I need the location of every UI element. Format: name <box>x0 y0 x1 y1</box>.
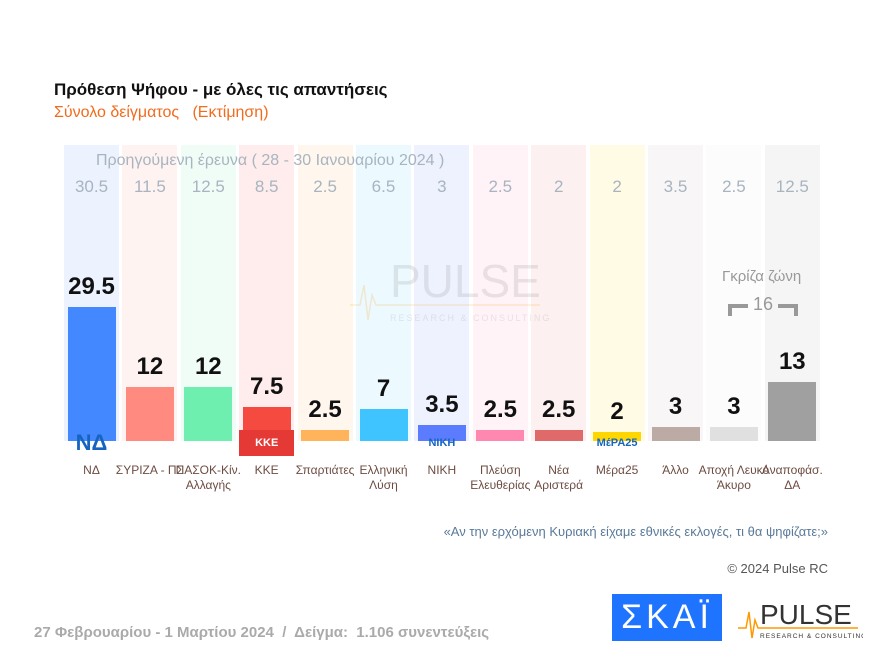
category-label: Αναποφάσ. ΔΑ <box>761 463 823 492</box>
party-logo: ΝΙΚΗ <box>428 437 456 449</box>
previous-survey-label: Προηγούμενη έρευνα ( 28 - 30 Ιανουαρίου … <box>96 152 445 169</box>
value-label: 2.5 <box>542 395 576 423</box>
copyright: © 2024 Pulse RC <box>727 561 828 576</box>
previous-value-label: 3 <box>437 177 447 196</box>
svg-text:PULSE: PULSE <box>760 599 852 630</box>
category-label: Ελληνική Λύση <box>359 463 408 492</box>
bar <box>709 427 758 441</box>
survey-footer: 27 Φεβρουαρίου - 1 Μαρτίου 2024 / Δείγμα… <box>34 624 490 641</box>
survey-question: «Αν την ερχόμενη Κυριακή είχαμε εθνικές … <box>443 524 828 539</box>
category-label: Αποχή Λευκό Άκυρο <box>698 463 770 492</box>
bar <box>301 429 350 441</box>
bar <box>125 386 174 441</box>
column-background <box>472 145 528 441</box>
category-label: Πλεύση Ελευθερίας <box>470 463 531 492</box>
party-logo: ΚΚΕ <box>239 430 295 456</box>
column-background <box>589 145 645 441</box>
previous-value-label: 8.5 <box>254 177 279 196</box>
value-label: 3 <box>727 393 741 421</box>
value-label: 7 <box>376 375 391 403</box>
category-label: ΝΔ <box>83 463 100 477</box>
svg-text:RESEARCH & CONSULTING: RESEARCH & CONSULTING <box>760 633 863 640</box>
category-label: ΣΥΡΙΖΑ - ΠΣ <box>115 463 184 477</box>
category-label: ΝΙΚΗ <box>427 463 457 477</box>
column-background <box>414 145 470 441</box>
column-background <box>239 145 295 441</box>
previous-value-label: 30.5 <box>74 177 109 196</box>
category-label: Άλλο <box>662 463 689 477</box>
value-label: 12 <box>194 352 222 380</box>
column-background <box>648 145 703 441</box>
previous-value-label: 2.5 <box>722 177 746 196</box>
skai-logo: ΣΚΑΪ <box>612 594 722 641</box>
previous-value-label: 6.5 <box>371 177 396 196</box>
value-label: 2 <box>610 397 624 425</box>
bar <box>417 425 466 441</box>
column-background <box>297 145 353 441</box>
bar <box>768 381 817 441</box>
value-label: 2.5 <box>483 395 517 423</box>
category-label: Σπαρτιάτες <box>295 463 355 477</box>
bar <box>67 307 116 441</box>
bar <box>476 429 525 441</box>
bar <box>651 427 700 441</box>
previous-value-label: 2.5 <box>313 177 337 196</box>
previous-value-label: 2 <box>553 177 564 196</box>
column-background <box>531 145 587 441</box>
category-label: ΠΑΣΟΚ-Κίν. Αλλαγής <box>175 463 242 492</box>
chart-title: Πρόθεση Ψήφου - με όλες τις απαντήσεις <box>54 80 388 99</box>
grey-zone-number: 16 <box>753 294 774 314</box>
category-label: Νέα Αριστερά <box>534 463 584 492</box>
grey-zone-label: Γκρίζα ζώνη <box>722 268 802 285</box>
column-background <box>356 145 411 441</box>
previous-value-label: 11.5 <box>133 177 166 196</box>
value-label: 7.5 <box>250 372 284 400</box>
value-label: 29.5 <box>68 273 115 301</box>
category-label: ΚΚΕ <box>254 463 279 477</box>
value-label: 3.5 <box>425 391 459 419</box>
previous-value-label: 3.5 <box>663 177 688 196</box>
value-label: 13 <box>778 347 806 375</box>
chart-subtitle: Σύνολο δείγματος (Εκτίμηση) <box>54 104 269 121</box>
value-label: 12 <box>136 352 164 380</box>
bar <box>534 429 583 441</box>
party-logo: ΜέΡΑ25 <box>596 437 638 449</box>
previous-value-label: 12.5 <box>775 177 809 196</box>
value-label: 3 <box>668 393 683 421</box>
category-label: Μέρα25 <box>595 463 639 477</box>
column-background <box>706 145 762 441</box>
grey-zone-value: 16 <box>728 294 799 316</box>
previous-value-label: 2.5 <box>488 177 513 196</box>
pulse-logo: PULSE RESEARCH & CONSULTING <box>738 599 863 640</box>
previous-value-label: 12.5 <box>191 177 225 196</box>
party-logo: ΝΔ <box>75 430 108 455</box>
bar <box>184 386 233 441</box>
bar <box>359 409 408 441</box>
value-label: 2.5 <box>308 395 342 423</box>
bar <box>593 431 642 441</box>
previous-value-label: 2 <box>612 177 622 196</box>
